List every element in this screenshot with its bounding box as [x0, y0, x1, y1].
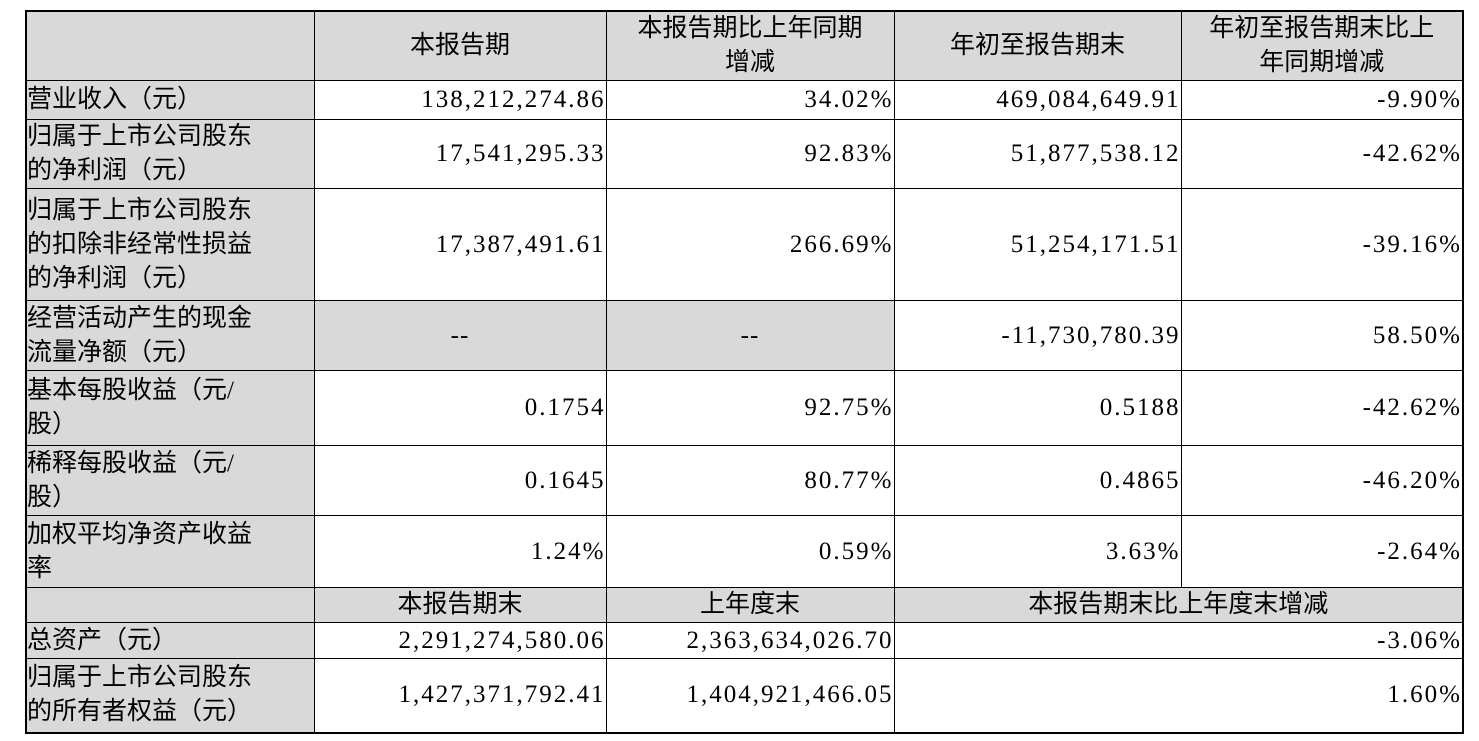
value-ytd-yoy: 58.50%	[1180, 300, 1464, 371]
header-prev-year-end: 上年度末	[605, 587, 895, 623]
table-row-operating-cash-flow: 经营活动产生的现金 流量净额（元） -- -- -11,730,780.39 5…	[25, 300, 1464, 371]
value-ytd: 0.4865	[893, 445, 1182, 516]
value-period-end: 1,427,371,792.41	[313, 658, 607, 733]
value-ytd-yoy: -2.64%	[1180, 515, 1464, 588]
value-ytd: 0.5188	[893, 370, 1182, 446]
value-ytd-yoy: -39.16%	[1180, 188, 1464, 301]
header-current-period: 本报告期	[313, 10, 607, 81]
table-row-equity-attributable: 归属于上市公司股东 的所有者权益（元） 1,427,371,792.41 1,4…	[25, 658, 1464, 733]
value-ytd-yoy: -9.90%	[1180, 80, 1464, 120]
header-ytd: 年初至报告期末	[893, 10, 1182, 81]
value-current-period: --	[313, 300, 607, 371]
financial-summary-table: 本报告期 本报告期比上年同期 增减 年初至报告期末 年初至报告期末比上 年同期增…	[25, 10, 1464, 734]
value-change: -3.06%	[893, 622, 1464, 659]
header-period-end-change: 本报告期末比上年度末增减	[893, 587, 1464, 623]
value-prev-year-end: 1,404,921,466.05	[605, 658, 895, 733]
table-row-basic-eps: 基本每股收益（元/ 股） 0.1754 92.75% 0.5188 -42.62…	[25, 370, 1464, 446]
value-current-period-yoy: --	[605, 300, 895, 371]
value-current-period: 1.24%	[313, 515, 607, 588]
value-ytd-yoy: -42.62%	[1180, 119, 1464, 189]
value-ytd: 3.63%	[893, 515, 1182, 588]
row-label: 归属于上市公司股东 的扣除非经常性损益 的净利润（元）	[25, 188, 315, 301]
row-label: 营业收入（元）	[25, 80, 315, 120]
value-current-period-yoy: 34.02%	[605, 80, 895, 120]
value-period-end: 2,291,274,580.06	[313, 622, 607, 659]
row-label: 归属于上市公司股东 的所有者权益（元）	[25, 658, 315, 733]
table-row-diluted-eps: 稀释每股收益（元/ 股） 0.1645 80.77% 0.4865 -46.20…	[25, 445, 1464, 516]
value-current-period: 0.1754	[313, 370, 607, 446]
value-ytd-yoy: -46.20%	[1180, 445, 1464, 516]
row-label: 加权平均净资产收益 率	[25, 515, 315, 588]
section1-header-row: 本报告期 本报告期比上年同期 增减 年初至报告期末 年初至报告期末比上 年同期增…	[25, 10, 1464, 81]
value-current-period-yoy: 266.69%	[605, 188, 895, 301]
table-row-net-profit: 归属于上市公司股东 的净利润（元） 17,541,295.33 92.83% 5…	[25, 119, 1464, 189]
value-current-period: 17,387,491.61	[313, 188, 607, 301]
value-prev-year-end: 2,363,634,026.70	[605, 622, 895, 659]
value-current-period: 17,541,295.33	[313, 119, 607, 189]
header-period-end: 本报告期末	[313, 587, 607, 623]
table-row-net-profit-excl-nonrecurring: 归属于上市公司股东 的扣除非经常性损益 的净利润（元） 17,387,491.6…	[25, 188, 1464, 301]
value-change: 1.60%	[893, 658, 1464, 733]
corner-cell	[25, 10, 315, 81]
value-current-period-yoy: 80.77%	[605, 445, 895, 516]
value-ytd: -11,730,780.39	[893, 300, 1182, 371]
section2-header-row: 本报告期末 上年度末 本报告期末比上年度末增减	[25, 587, 1464, 623]
row-label: 经营活动产生的现金 流量净额（元）	[25, 300, 315, 371]
table-row-total-assets: 总资产（元） 2,291,274,580.06 2,363,634,026.70…	[25, 622, 1464, 659]
row-label: 基本每股收益（元/ 股）	[25, 370, 315, 446]
row-label: 总资产（元）	[25, 622, 315, 659]
value-current-period-yoy: 92.75%	[605, 370, 895, 446]
value-ytd: 469,084,649.91	[893, 80, 1182, 120]
value-current-period-yoy: 92.83%	[605, 119, 895, 189]
value-ytd-yoy: -42.62%	[1180, 370, 1464, 446]
corner-cell	[25, 587, 315, 623]
table-row-weighted-avg-roe: 加权平均净资产收益 率 1.24% 0.59% 3.63% -2.64%	[25, 515, 1464, 588]
header-ytd-yoy: 年初至报告期末比上 年同期增减	[1180, 10, 1464, 81]
header-current-period-yoy: 本报告期比上年同期 增减	[605, 10, 895, 81]
table-row-operating-revenue: 营业收入（元） 138,212,274.86 34.02% 469,084,64…	[25, 80, 1464, 120]
value-ytd: 51,877,538.12	[893, 119, 1182, 189]
value-current-period-yoy: 0.59%	[605, 515, 895, 588]
value-current-period: 0.1645	[313, 445, 607, 516]
value-ytd: 51,254,171.51	[893, 188, 1182, 301]
row-label: 稀释每股收益（元/ 股）	[25, 445, 315, 516]
row-label: 归属于上市公司股东 的净利润（元）	[25, 119, 315, 189]
value-current-period: 138,212,274.86	[313, 80, 607, 120]
